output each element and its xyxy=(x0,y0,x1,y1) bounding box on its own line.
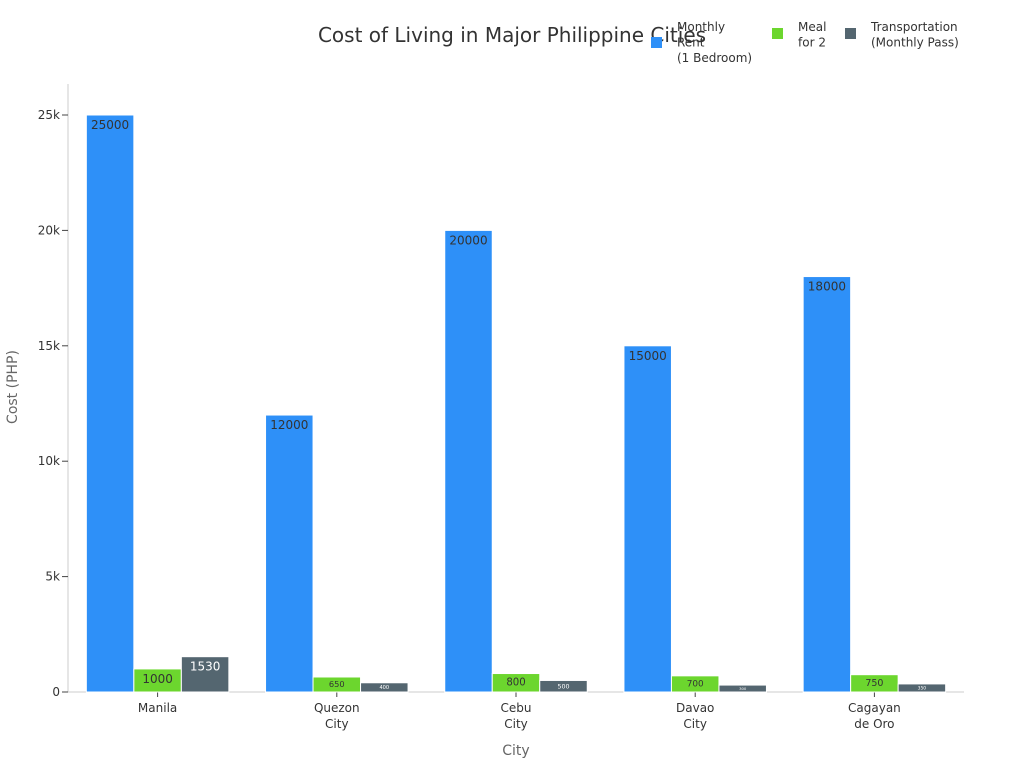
y-axis-title: Cost (PHP) xyxy=(5,350,21,424)
legend-label: Meal for 2 xyxy=(798,20,826,50)
x-tick-label-line: Cebu xyxy=(501,701,532,715)
bar xyxy=(623,345,672,693)
bar-value-label: 800 xyxy=(506,678,525,689)
bar-value-label: 1000 xyxy=(142,672,173,686)
bar xyxy=(802,276,852,693)
legend-label-line: Rent xyxy=(677,36,705,50)
bar xyxy=(360,682,409,693)
x-tick-label-line: de Oro xyxy=(854,717,894,731)
bar xyxy=(180,656,230,693)
x-tick-label-line: Cagayan xyxy=(848,701,901,715)
legend-swatch xyxy=(845,28,856,39)
bar xyxy=(265,414,314,693)
bar-value-label: 400 xyxy=(379,685,389,691)
bars: 25000 1000 1530 12000 650 400 20000 800 500 15000… xyxy=(85,114,947,693)
x-tick-label-line: City xyxy=(683,717,707,731)
bar xyxy=(670,675,720,693)
x-tick-label: Davao City xyxy=(676,701,714,731)
y-tick-label: 25k xyxy=(38,108,60,122)
legend-label-line: (1 Bedroom) xyxy=(677,51,752,65)
x-axis-title: City xyxy=(502,743,529,759)
bar-value-label: 25000 xyxy=(91,118,129,132)
bar-value-label: 18000 xyxy=(808,280,846,294)
bar-value-label: 700 xyxy=(687,680,704,690)
x-tick-label-line: Davao xyxy=(676,701,714,715)
x-tick-label: Quezon City xyxy=(314,701,360,731)
legend-label: Monthly Rent (1 Bedroom) xyxy=(677,20,752,65)
x-tick-label: Manila xyxy=(138,701,177,715)
legend-label-line: Monthly xyxy=(677,20,725,34)
legend: Monthly Rent (1 Bedroom) Meal for 2 Transport… xyxy=(651,20,959,65)
y-tick-label: 20k xyxy=(38,223,60,237)
legend-label: Transportation (Monthly Pass) xyxy=(870,20,959,50)
bar-value-label: 1530 xyxy=(190,660,221,674)
bar xyxy=(85,114,135,693)
bar-value-label: 350 xyxy=(918,686,927,692)
x-tick-label-line: City xyxy=(504,717,528,731)
bar-value-label: 20000 xyxy=(449,233,487,247)
legend-label-line: for 2 xyxy=(798,36,826,50)
bar xyxy=(897,683,947,693)
bar-value-label: 750 xyxy=(865,678,883,689)
legend-swatch xyxy=(651,37,662,48)
legend-label-line: Transportation xyxy=(870,20,958,34)
bar-value-label: 15000 xyxy=(629,349,667,363)
legend-swatch xyxy=(772,28,783,39)
x-tick-label-line: Manila xyxy=(138,701,177,715)
y-tick-label: 0 xyxy=(52,685,60,699)
bar-value-label: 650 xyxy=(329,679,345,689)
bar-value-label: 300 xyxy=(739,686,747,691)
x-tick-label: Cagayan de Oro xyxy=(848,701,901,731)
y-tick-label: 10k xyxy=(38,454,60,468)
y-tick-label: 5k xyxy=(45,570,60,584)
bar xyxy=(444,229,493,693)
bar xyxy=(850,674,899,693)
bar-value-label: 500 xyxy=(557,683,569,690)
bar xyxy=(539,679,588,693)
y-tick-label: 15k xyxy=(38,339,60,353)
x-tick-label-line: Quezon xyxy=(314,701,360,715)
legend-label-line: Meal xyxy=(798,20,826,34)
bar xyxy=(718,684,767,693)
chart-title: Cost of Living in Major Philippine Citie… xyxy=(318,23,706,47)
x-tick-label-line: City xyxy=(325,717,349,731)
x-tick-label: Cebu City xyxy=(501,701,532,731)
legend-label-line: (Monthly Pass) xyxy=(871,36,959,50)
bar-value-label: 12000 xyxy=(270,418,308,432)
